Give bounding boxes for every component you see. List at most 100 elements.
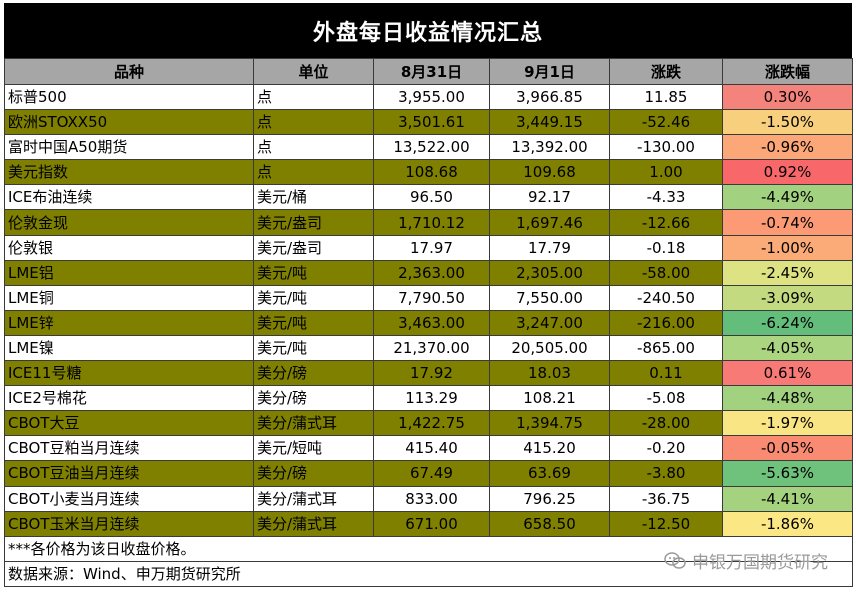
cell-name: CBOT小麦当月连续 — [4, 485, 254, 512]
cell-name: LME铝 — [4, 259, 254, 286]
cell-date-1: 2,363.00 — [373, 259, 490, 286]
cell-unit: 美元/盎司 — [253, 209, 374, 236]
cell-change: -12.50 — [609, 510, 723, 537]
cell-name: 伦敦银 — [4, 234, 254, 261]
returns-table: 品种 单位 8月31日 9月1日 涨跌 涨跌幅 标普500 点 3,955.00 3,… — [4, 58, 853, 587]
cell-change: -28.00 — [609, 410, 723, 437]
table-row: 伦敦金现 美元/盎司 1,710.12 1,697.46 -12.66 -0.74% — [4, 209, 853, 236]
cell-change-pct: -4.49% — [722, 184, 853, 211]
table-body: 标普500 点 3,955.00 3,966.85 11.85 0.30% 欧洲STOXX5… — [4, 83, 853, 537]
cell-unit: 点 — [253, 83, 374, 111]
cell-date-2: 7,550.00 — [489, 284, 610, 311]
cell-name: ICE2号棉花 — [4, 385, 254, 412]
cell-change: -865.00 — [609, 334, 723, 362]
cell-unit: 美分/蒲式耳 — [253, 410, 374, 437]
cell-date-1: 13,522.00 — [373, 134, 490, 161]
cell-unit: 美元/吨 — [253, 309, 374, 336]
cell-date-2: 63.69 — [489, 460, 610, 487]
cell-change: -240.50 — [609, 284, 723, 311]
header-name: 品种 — [4, 58, 254, 85]
cell-name: LME锌 — [4, 309, 254, 336]
cell-change-pct: -4.48% — [722, 385, 853, 412]
source-row: 数据来源：Wind、申万期货研究所 — [4, 560, 853, 587]
cell-name: CBOT玉米当月连续 — [4, 510, 254, 537]
table-row: CBOT小麦当月连续 美分/蒲式耳 833.00 796.25 -36.75 -4.41% — [4, 485, 853, 512]
note-text: ***各价格为该日收盘价格。 — [4, 535, 853, 562]
cell-change: 0.11 — [609, 360, 723, 387]
cell-change-pct: -5.63% — [722, 460, 853, 487]
cell-unit: 美元/吨 — [253, 284, 374, 311]
cell-name: 富时中国A50期货 — [4, 134, 254, 161]
cell-date-1: 21,370.00 — [373, 334, 490, 362]
cell-unit: 美分/磅 — [253, 460, 374, 487]
table-row: LME铜 美元/吨 7,790.50 7,550.00 -240.50 -3.09% — [4, 284, 853, 311]
table-row: CBOT大豆 美分/蒲式耳 1,422.75 1,394.75 -28.00 -1.97% — [4, 410, 853, 437]
header-row: 品种 单位 8月31日 9月1日 涨跌 涨跌幅 — [4, 58, 853, 85]
cell-date-1: 7,790.50 — [373, 284, 490, 311]
cell-date-1: 3,463.00 — [373, 309, 490, 336]
cell-change-pct: 0.61% — [722, 360, 853, 387]
table-title: 外盘每日收益情况汇总 — [4, 3, 852, 58]
watermark-text: 申银万国期货研究 — [692, 553, 828, 573]
cell-date-1: 1,422.75 — [373, 410, 490, 437]
cell-date-1: 1,710.12 — [373, 209, 490, 236]
cell-change-pct: 0.92% — [722, 159, 853, 186]
table-row: 欧洲STOXX50 点 3,501.61 3,449.15 -52.46 -1.50% — [4, 109, 853, 136]
cell-name: CBOT大豆 — [4, 410, 254, 437]
table-row: CBOT玉米当月连续 美分/蒲式耳 671.00 658.50 -12.50 -1.86% — [4, 510, 853, 537]
cell-date-2: 17.79 — [489, 234, 610, 261]
cell-change: -52.46 — [609, 109, 723, 136]
cell-change: 1.00 — [609, 159, 723, 186]
cell-date-2: 18.03 — [489, 360, 610, 387]
cell-change-pct: -3.09% — [722, 284, 853, 311]
cell-change-pct: -0.05% — [722, 435, 853, 462]
cell-unit: 美元/短吨 — [253, 435, 374, 462]
table-row: LME铝 美元/吨 2,363.00 2,305.00 -58.00 -2.45% — [4, 259, 853, 286]
cell-change: -130.00 — [609, 134, 723, 161]
cell-change-pct: -2.45% — [722, 259, 853, 286]
cell-change-pct: -1.97% — [722, 410, 853, 437]
cell-date-1: 113.29 — [373, 385, 490, 412]
header-unit: 单位 — [253, 58, 374, 85]
cell-change: -0.18 — [609, 234, 723, 261]
note-row: ***各价格为该日收盘价格。 — [4, 535, 853, 562]
summary-frame: 外盘每日收益情况汇总 品种 单位 8月31日 9月1日 涨跌 涨跌幅 标普500… — [4, 3, 853, 597]
cell-date-1: 108.68 — [373, 159, 490, 186]
cell-date-2: 92.17 — [489, 184, 610, 211]
cell-date-2: 3,247.00 — [489, 309, 610, 336]
cell-name: 美元指数 — [4, 159, 254, 186]
cell-unit: 美元/吨 — [253, 259, 374, 286]
cell-date-2: 3,449.15 — [489, 109, 610, 136]
cell-name: 欧洲STOXX50 — [4, 109, 254, 136]
cell-date-1: 3,501.61 — [373, 109, 490, 136]
cell-change: -0.20 — [609, 435, 723, 462]
cell-change-pct: -0.96% — [722, 134, 853, 161]
table-row: 美元指数点 108.68 109.68 1.00 0.92% — [4, 159, 853, 186]
header-date-1: 8月31日 — [373, 58, 490, 85]
cell-unit: 美分/蒲式耳 — [253, 485, 374, 512]
cell-date-2: 108.21 — [489, 385, 610, 412]
cell-change: -12.66 — [609, 209, 723, 236]
cell-change-pct: -1.00% — [722, 234, 853, 261]
cell-date-1: 671.00 — [373, 510, 490, 537]
cell-change-pct: -4.41% — [722, 485, 853, 512]
cell-change: -4.33 — [609, 184, 723, 211]
wechat-icon — [664, 551, 686, 569]
cell-unit: 美分/蒲式耳 — [253, 510, 374, 537]
table-row: CBOT豆粕当月连续 美元/短吨 415.40 415.20 -0.20 -0.05% — [4, 435, 853, 462]
cell-date-2: 109.68 — [489, 159, 610, 186]
cell-unit: 点 — [253, 159, 374, 186]
table-row: ICE11号糖 美分/磅 17.92 18.03 0.11 0.61% — [4, 360, 853, 387]
cell-date-1: 17.97 — [373, 234, 490, 261]
cell-change-pct: -4.05% — [722, 334, 853, 362]
cell-unit: 美元/吨 — [253, 334, 374, 362]
table-row: LME镍 美元/吨 21,370.00 20,505.00 -865.00 -4.05% — [4, 334, 853, 362]
cell-unit: 美分/磅 — [253, 360, 374, 387]
cell-name: 标普500 — [4, 83, 254, 111]
table-row: 富时中国A50期货点 13,522.00 13,392.00 -130.00 -0.96… — [4, 134, 853, 161]
table-row: 标普500 点 3,955.00 3,966.85 11.85 0.30% — [4, 83, 853, 111]
cell-date-1: 833.00 — [373, 485, 490, 512]
cell-change: -36.75 — [609, 485, 723, 512]
cell-date-1: 415.40 — [373, 435, 490, 462]
cell-unit: 点 — [253, 134, 374, 161]
